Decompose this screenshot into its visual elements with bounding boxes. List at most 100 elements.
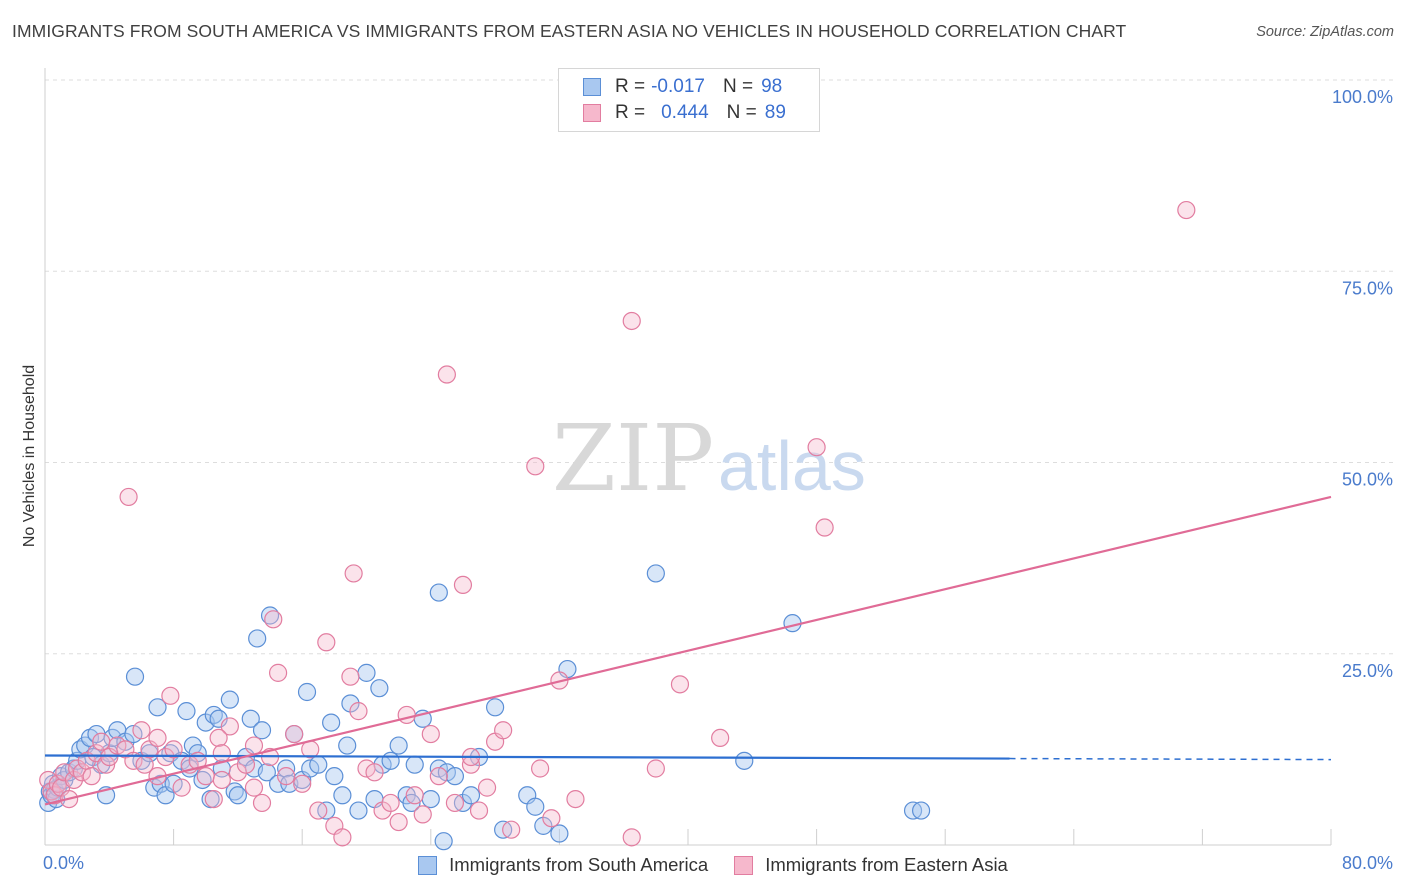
point-eastern-asia bbox=[148, 728, 167, 748]
point-eastern-asia bbox=[212, 744, 231, 763]
point-eastern-asia bbox=[437, 365, 456, 384]
x-tick-label-min: 0.0% bbox=[43, 853, 84, 873]
point-eastern-asia bbox=[293, 774, 312, 793]
point-eastern-asia bbox=[807, 438, 826, 457]
n-value-eastern-asia: 89 bbox=[764, 102, 786, 123]
point-eastern-asia bbox=[542, 809, 561, 828]
y-tick-label-75: 75.0% bbox=[1342, 278, 1393, 298]
point-eastern-asia bbox=[244, 778, 264, 797]
legend-swatch-eastern-asia bbox=[734, 855, 754, 875]
point-south-america bbox=[220, 690, 239, 709]
point-eastern-asia bbox=[285, 724, 304, 744]
r-value-eastern-asia: 0.444 bbox=[661, 102, 709, 123]
point-eastern-asia bbox=[622, 828, 641, 847]
series-legend: Immigrants from South America Immigrants… bbox=[0, 852, 1406, 878]
point-eastern-asia bbox=[264, 610, 283, 629]
point-south-america bbox=[325, 767, 344, 786]
point-eastern-asia bbox=[646, 759, 665, 778]
gridlines bbox=[45, 79, 1395, 655]
point-eastern-asia bbox=[220, 717, 239, 736]
trend-line-south-america bbox=[44, 754, 1010, 760]
legend-swatch-south-america bbox=[583, 78, 601, 96]
source-label: Source: ZipAtlas.com bbox=[1256, 24, 1394, 40]
point-south-america bbox=[297, 682, 317, 702]
point-eastern-asia bbox=[244, 736, 264, 755]
n-label: N = bbox=[722, 76, 754, 97]
point-south-america bbox=[389, 736, 408, 755]
point-eastern-asia bbox=[502, 820, 521, 839]
legend-label-south-america: Immigrants from South America bbox=[449, 854, 709, 875]
point-eastern-asia bbox=[277, 767, 296, 786]
correlation-legend: R = -0.017 N = 98 R = 0.444 N = 89 bbox=[558, 68, 820, 132]
legend-row-south-america: R = -0.017 N = 98 bbox=[583, 75, 782, 99]
y-axis-title: No Vehicles in Household bbox=[21, 365, 38, 547]
trend-lines bbox=[44, 495, 1332, 806]
watermark: ZIP atlas bbox=[552, 405, 866, 512]
point-south-america bbox=[646, 564, 665, 583]
point-eastern-asia bbox=[670, 675, 690, 694]
r-label: R = bbox=[615, 76, 646, 97]
point-eastern-asia bbox=[341, 667, 360, 686]
point-eastern-asia bbox=[815, 518, 834, 537]
point-eastern-asia bbox=[172, 778, 191, 797]
point-eastern-asia bbox=[72, 763, 92, 782]
point-eastern-asia bbox=[132, 721, 151, 740]
point-eastern-asia bbox=[161, 686, 180, 705]
point-eastern-asia bbox=[333, 828, 352, 847]
point-eastern-asia bbox=[82, 767, 101, 786]
point-eastern-asia bbox=[344, 564, 363, 583]
point-eastern-asia bbox=[445, 793, 465, 813]
point-eastern-asia bbox=[381, 793, 400, 813]
point-south-america bbox=[241, 709, 260, 728]
point-south-america bbox=[486, 698, 505, 717]
point-eastern-asia bbox=[204, 789, 223, 809]
legend-item-eastern-asia[interactable]: Immigrants from Eastern Asia bbox=[734, 854, 1008, 876]
point-eastern-asia bbox=[405, 786, 424, 805]
point-eastern-asia bbox=[421, 724, 440, 744]
point-eastern-asia bbox=[477, 778, 497, 797]
point-eastern-asia bbox=[92, 732, 111, 751]
point-south-america bbox=[381, 751, 400, 770]
series-eastern-asia-points bbox=[39, 200, 1196, 847]
n-label: N = bbox=[726, 102, 757, 123]
point-eastern-asia bbox=[566, 789, 585, 809]
trend-line-south-america-extension bbox=[1009, 757, 1332, 761]
point-south-america bbox=[277, 759, 296, 778]
point-south-america bbox=[309, 755, 328, 774]
legend-swatch-eastern-asia bbox=[583, 104, 601, 122]
x-tick-label-max: 80.0% bbox=[1342, 853, 1393, 873]
point-eastern-asia bbox=[469, 801, 489, 820]
r-value-south-america: -0.017 bbox=[651, 76, 705, 97]
y-tick-label-100: 100.0% bbox=[1332, 87, 1393, 107]
point-eastern-asia bbox=[413, 805, 432, 824]
r-label: R = bbox=[615, 102, 646, 123]
point-south-america bbox=[405, 755, 424, 774]
point-eastern-asia bbox=[252, 793, 272, 813]
point-eastern-asia bbox=[711, 728, 730, 748]
point-eastern-asia bbox=[317, 633, 336, 652]
legend-item-south-america[interactable]: Immigrants from South America bbox=[418, 854, 708, 876]
point-south-america bbox=[252, 721, 272, 740]
point-south-america bbox=[125, 667, 145, 686]
point-south-america bbox=[461, 786, 481, 805]
trend-line-eastern-asia bbox=[44, 495, 1332, 806]
point-south-america bbox=[357, 663, 376, 682]
point-eastern-asia bbox=[531, 759, 550, 778]
point-eastern-asia bbox=[1177, 200, 1196, 220]
point-eastern-asia bbox=[212, 770, 231, 790]
point-eastern-asia bbox=[164, 740, 183, 759]
chart-title: IMMIGRANTS FROM SOUTH AMERICA VS IMMIGRA… bbox=[12, 21, 1127, 41]
legend-row-eastern-asia: R = 0.444 N = 89 bbox=[583, 101, 786, 125]
point-eastern-asia bbox=[453, 575, 473, 595]
point-eastern-asia bbox=[397, 705, 416, 725]
y-tick-labels: 100.0% 75.0% 50.0% 25.0% bbox=[1332, 87, 1393, 681]
y-tick-label-25: 25.0% bbox=[1342, 661, 1393, 681]
watermark-atlas: atlas bbox=[718, 427, 866, 505]
point-eastern-asia bbox=[209, 728, 228, 748]
legend-swatch-south-america bbox=[418, 855, 438, 875]
point-eastern-asia bbox=[365, 763, 384, 782]
legend-label-eastern-asia: Immigrants from Eastern Asia bbox=[765, 854, 1008, 875]
point-south-america bbox=[911, 801, 931, 820]
point-south-america bbox=[445, 767, 465, 786]
